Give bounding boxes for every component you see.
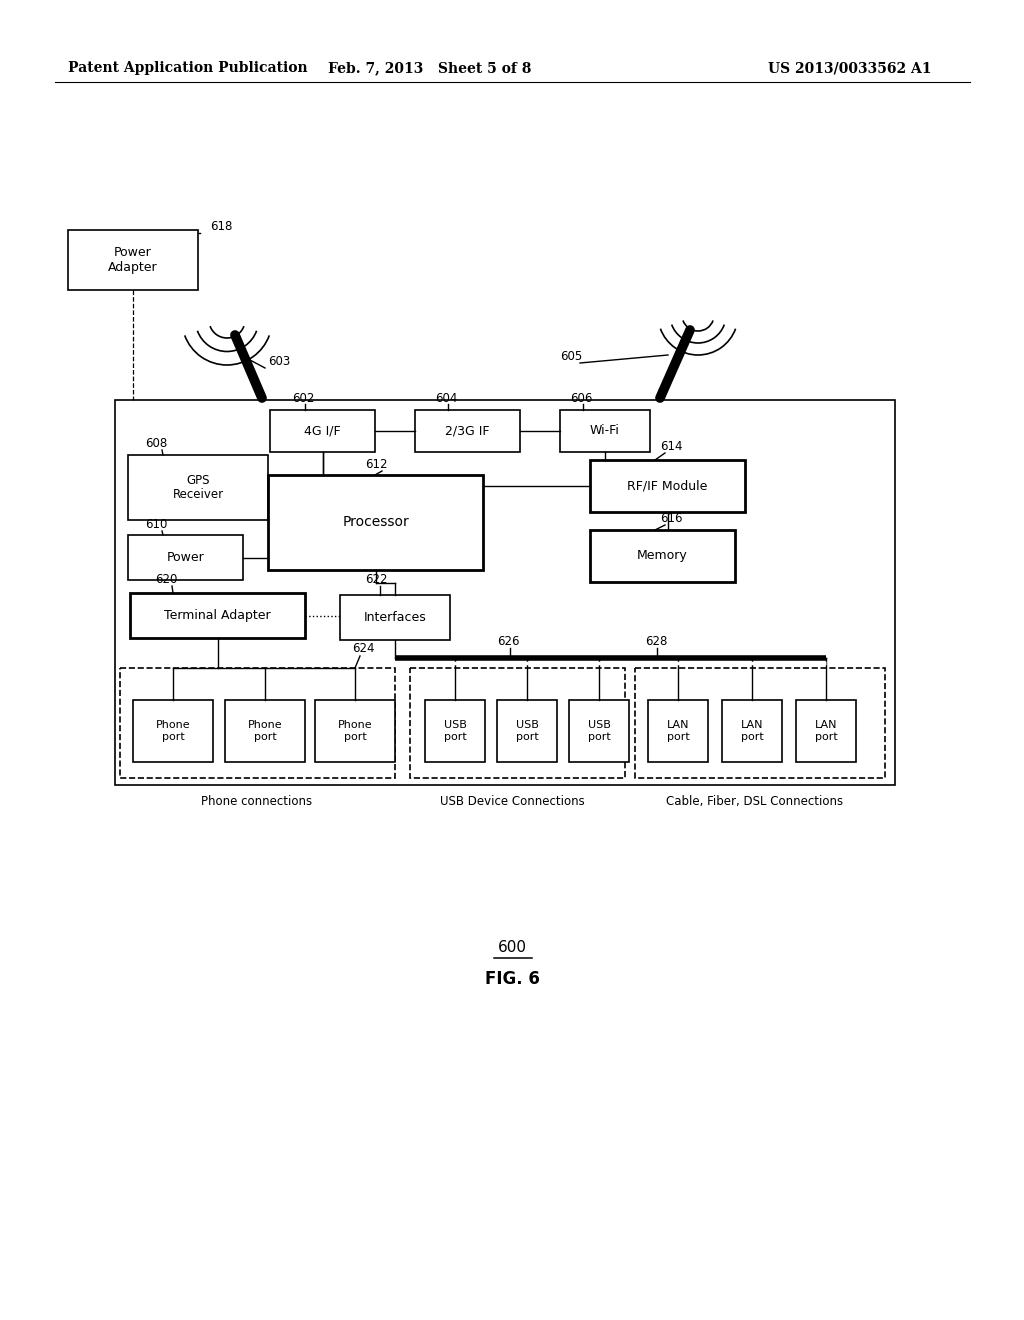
Text: Wi-Fi: Wi-Fi — [590, 425, 620, 437]
Bar — [315, 700, 395, 762]
Text: Phone
port: Phone port — [156, 721, 190, 742]
Bar — [635, 668, 885, 777]
Bar — [648, 700, 708, 762]
Text: Processor: Processor — [342, 516, 409, 529]
Bar — [133, 700, 213, 762]
Bar — [560, 411, 650, 451]
Bar — [115, 400, 895, 785]
Text: 614: 614 — [660, 440, 683, 453]
Text: 616: 616 — [660, 512, 683, 525]
Text: 624: 624 — [352, 642, 375, 655]
Text: USB
port: USB port — [588, 721, 610, 742]
Text: 618: 618 — [210, 220, 232, 234]
Text: 2/3G IF: 2/3G IF — [445, 425, 489, 437]
Text: 610: 610 — [145, 517, 167, 531]
Text: Patent Application Publication: Patent Application Publication — [68, 61, 307, 75]
Text: Cable, Fiber, DSL Connections: Cable, Fiber, DSL Connections — [667, 795, 844, 808]
Bar — [340, 595, 450, 640]
Text: 608: 608 — [145, 437, 167, 450]
Bar — [68, 230, 198, 290]
Bar — [410, 668, 625, 777]
Bar — [415, 411, 520, 451]
Text: LAN
port: LAN port — [667, 721, 689, 742]
Text: FIG. 6: FIG. 6 — [484, 970, 540, 987]
Bar — [590, 459, 745, 512]
Bar — [268, 475, 483, 570]
Text: 620: 620 — [155, 573, 177, 586]
Text: 605: 605 — [560, 350, 583, 363]
Bar — [225, 700, 305, 762]
Text: Power
Adapter: Power Adapter — [109, 246, 158, 275]
Text: Power: Power — [167, 550, 205, 564]
Text: Feb. 7, 2013   Sheet 5 of 8: Feb. 7, 2013 Sheet 5 of 8 — [329, 61, 531, 75]
Text: 606: 606 — [570, 392, 592, 405]
Text: RF/IF Module: RF/IF Module — [628, 479, 708, 492]
Text: USB
port: USB port — [515, 721, 539, 742]
Text: 4G I/F: 4G I/F — [304, 425, 341, 437]
Text: Memory: Memory — [637, 549, 688, 562]
Bar — [590, 531, 735, 582]
Text: 602: 602 — [292, 392, 314, 405]
Bar — [130, 593, 305, 638]
Bar — [569, 700, 629, 762]
Text: LAN
port: LAN port — [815, 721, 838, 742]
Bar — [128, 455, 268, 520]
Text: USB Device Connections: USB Device Connections — [439, 795, 585, 808]
Bar — [497, 700, 557, 762]
Bar — [722, 700, 782, 762]
Text: 628: 628 — [645, 635, 668, 648]
Text: USB
port: USB port — [443, 721, 467, 742]
Text: Phone connections: Phone connections — [202, 795, 312, 808]
Bar — [270, 411, 375, 451]
Bar — [796, 700, 856, 762]
Text: 626: 626 — [497, 635, 519, 648]
Bar — [128, 535, 243, 579]
Bar — [425, 700, 485, 762]
Text: Interfaces: Interfaces — [364, 611, 426, 624]
Text: 600: 600 — [498, 940, 526, 954]
Text: 612: 612 — [365, 458, 387, 471]
Text: LAN
port: LAN port — [740, 721, 763, 742]
Text: 603: 603 — [268, 355, 290, 368]
Text: Phone
port: Phone port — [248, 721, 283, 742]
Text: 622: 622 — [365, 573, 387, 586]
Text: Phone
port: Phone port — [338, 721, 373, 742]
Text: US 2013/0033562 A1: US 2013/0033562 A1 — [768, 61, 932, 75]
Text: GPS
Receiver: GPS Receiver — [172, 474, 223, 502]
Text: 604: 604 — [435, 392, 458, 405]
Bar — [120, 668, 395, 777]
Text: Terminal Adapter: Terminal Adapter — [164, 609, 270, 622]
